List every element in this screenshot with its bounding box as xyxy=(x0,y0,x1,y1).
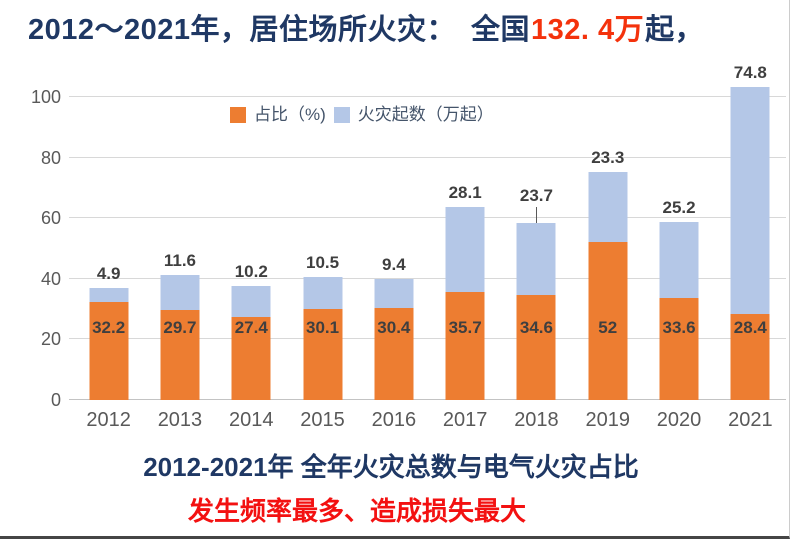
fire-count-segment xyxy=(303,277,343,309)
electrical-fire-pct-segment xyxy=(730,313,770,400)
y-tick-label: 60 xyxy=(40,208,61,229)
pct-value-label: 30.1 xyxy=(305,318,340,337)
x-axis-line xyxy=(69,399,786,400)
legend-item: 火灾起数（万起） xyxy=(333,105,494,124)
x-tick-label: 2014 xyxy=(228,409,274,431)
pct-value-label: 27.4 xyxy=(234,318,268,337)
page-title-prefix: 2012～2021年，居住场所火灾： 全国 xyxy=(28,14,531,46)
count-value-label: 25.2 xyxy=(662,197,696,217)
chart-caption: 2012-2021年 全年火灾总数与电气火灾占比 xyxy=(143,452,639,482)
fire-count-segment xyxy=(445,206,485,292)
page-title-suffix: 起， xyxy=(645,14,705,46)
pct-value-label: 29.7 xyxy=(163,318,197,337)
y-tick-label: 20 xyxy=(40,329,61,350)
electrical-fire-pct-segment xyxy=(303,308,343,400)
electrical-fire-pct-segment xyxy=(516,295,556,400)
count-value-label: 23.7 xyxy=(519,186,553,206)
electrical-fire-pct-segment xyxy=(659,298,699,400)
count-value-label: 23.3 xyxy=(591,147,625,167)
count-value-label: 11.6 xyxy=(163,250,197,270)
count-value-label: 10.2 xyxy=(234,262,268,282)
electrical-fire-pct-segment xyxy=(588,242,628,400)
pct-value-label: 35.7 xyxy=(448,318,482,337)
x-tick-label: 2013 xyxy=(157,409,203,431)
x-tick-label: 2016 xyxy=(371,409,417,431)
pct-value-label: 34.6 xyxy=(519,318,553,337)
legend-swatch xyxy=(333,107,350,123)
fire-count-segment xyxy=(730,87,770,314)
chart-legend: 占比（%) 火灾起数（万起） xyxy=(230,106,494,124)
pct-value-label: 52 xyxy=(598,318,618,337)
x-tick-label: 2012 xyxy=(86,409,131,431)
gridline xyxy=(69,217,786,219)
legend-label: 火灾起数（万起） xyxy=(357,105,494,124)
legend-label: 占比（%) xyxy=(254,105,326,124)
fire-count-segment xyxy=(160,274,200,311)
y-tick-label: 0 xyxy=(50,390,61,410)
pct-value-label: 28.4 xyxy=(733,318,767,337)
pct-value-label: 32.2 xyxy=(92,318,126,337)
fire-count-segment xyxy=(89,287,129,303)
fire-count-segment xyxy=(374,279,414,308)
gridline xyxy=(69,96,786,97)
legend-item: 占比（%) xyxy=(230,106,326,124)
electrical-fire-pct-segment xyxy=(160,310,200,400)
x-tick-label: 2021 xyxy=(728,409,773,431)
x-tick-label: 2018 xyxy=(514,409,559,431)
label-leader-line xyxy=(536,207,538,224)
y-tick-label: 40 xyxy=(40,268,61,289)
emphasis-note: 发生频率最多、造成损失最大 xyxy=(187,496,526,526)
y-tick-label: 100 xyxy=(30,87,61,107)
count-value-label: 9.4 xyxy=(382,255,406,275)
x-tick-label: 2020 xyxy=(656,409,702,431)
page-title-highlight: 132. 4万 xyxy=(531,14,645,46)
stacked-bar-chart-plot-area: 0 20 40 60 80 100 32.2 4.9 2012 29.7 11.6 2013 27.4 1… xyxy=(31,63,786,431)
gridline xyxy=(69,338,786,340)
x-tick-label: 2015 xyxy=(300,409,345,431)
electrical-fire-pct-segment xyxy=(374,307,414,400)
fire-count-segment xyxy=(659,221,699,299)
count-value-label: 4.9 xyxy=(96,263,121,283)
pct-value-label: 30.4 xyxy=(377,318,411,337)
count-value-label: 74.8 xyxy=(733,63,767,83)
electrical-fire-pct-segment xyxy=(445,291,485,400)
fire-count-segment xyxy=(516,223,556,296)
x-tick-label: 2019 xyxy=(585,409,630,431)
page-title: 2012～2021年，居住场所火灾： 全国132. 4万起， xyxy=(28,6,704,48)
gridline xyxy=(69,277,786,279)
legend-swatch xyxy=(230,107,246,123)
pct-value-label: 33.6 xyxy=(662,318,696,337)
electrical-fire-pct-segment xyxy=(231,316,271,400)
x-tick-label: 2017 xyxy=(442,409,488,431)
gridline xyxy=(69,156,786,158)
electrical-fire-pct-segment xyxy=(89,302,129,400)
count-value-label: 28.1 xyxy=(448,182,482,202)
y-tick-label: 80 xyxy=(40,147,61,168)
fire-count-segment xyxy=(231,286,271,317)
count-value-label: 10.5 xyxy=(305,252,340,272)
fire-count-segment xyxy=(588,171,628,243)
